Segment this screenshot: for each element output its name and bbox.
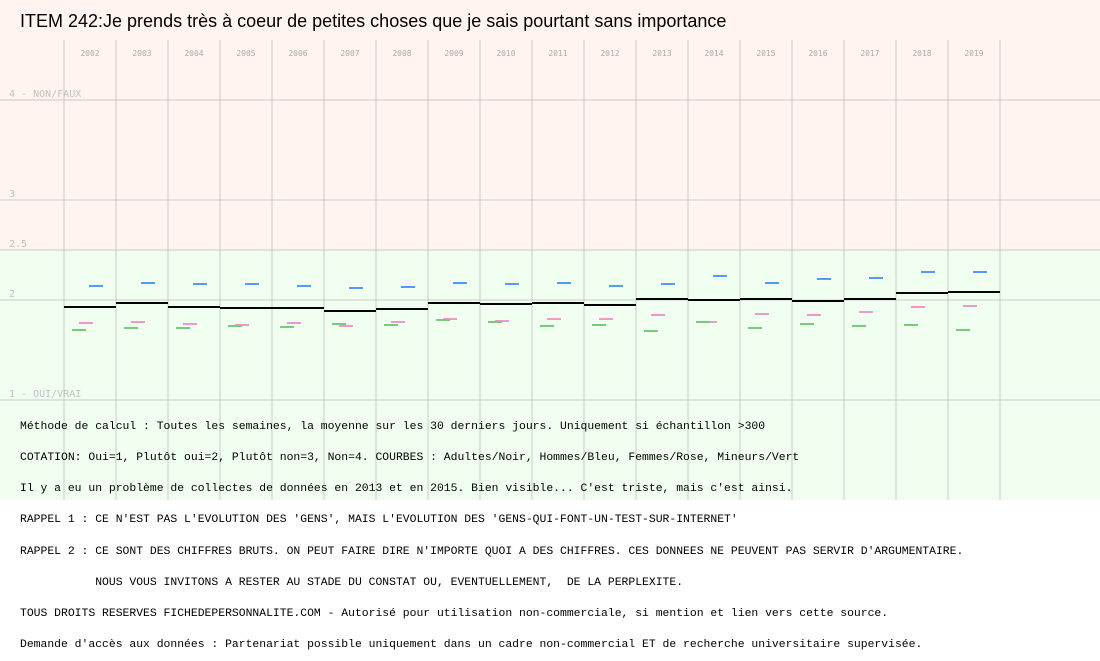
x-tick-label: 2006	[288, 49, 307, 58]
x-tick-label: 2013	[652, 49, 671, 58]
y-tick-label: 4 - NON/FAUX	[9, 89, 81, 100]
background-upper	[0, 0, 1100, 250]
note-line: RAPPEL 1 : CE N'EST PAS L'EVOLUTION DES …	[20, 514, 738, 527]
note-line: NOUS VOUS INVITONS A RESTER AU STADE DU …	[20, 576, 684, 589]
note-line: COTATION: Oui=1, Plutôt oui=2, Plutôt no…	[20, 452, 800, 465]
x-tick-label: 2009	[444, 49, 463, 58]
note-line: RAPPEL 2 : CE SONT DES CHIFFRES BRUTS. O…	[20, 545, 964, 558]
x-tick-label: 2014	[704, 49, 723, 58]
chart-canvas: 4 - NON/FAUX 3 2.5 2 1 - OUI/VRAI 2002 2003 200…	[0, 0, 1100, 500]
note-line: Il y a eu un problème de collectes de do…	[20, 483, 793, 496]
chart-notes: Méthode de calcul : Toutes les semaines,…	[20, 401, 963, 661]
y-tick-label: 2	[9, 289, 15, 300]
x-tick-label: 2011	[548, 49, 567, 58]
x-tick-label: 2012	[600, 49, 619, 58]
y-tick-label: 2.5	[9, 239, 27, 250]
chart-title: ITEM 242:Je prends très à coeur de petit…	[20, 11, 727, 31]
x-tick-label: 2017	[860, 49, 879, 58]
note-line: TOUS DROITS RESERVES FICHEDEPERSONNALITE…	[20, 608, 889, 621]
x-tick-label: 2002	[80, 49, 99, 58]
y-tick-label: 3	[9, 189, 15, 200]
note-line: Méthode de calcul : Toutes les semaines,…	[20, 420, 766, 433]
x-tick-label: 2007	[340, 49, 359, 58]
x-tick-label: 2005	[236, 49, 255, 58]
x-tick-label: 2019	[964, 49, 983, 58]
y-tick-label: 1 - OUI/VRAI	[9, 389, 81, 400]
note-line: Demande d'accès aux données : Partenaria…	[20, 639, 923, 652]
background-lower	[0, 250, 1100, 500]
x-tick-label: 2018	[912, 49, 931, 58]
x-tick-label: 2010	[496, 49, 515, 58]
x-tick-label: 2008	[392, 49, 411, 58]
x-tick-label: 2003	[132, 49, 151, 58]
x-tick-label: 2015	[756, 49, 775, 58]
x-tick-label: 2004	[184, 49, 203, 58]
x-tick-label: 2016	[808, 49, 827, 58]
